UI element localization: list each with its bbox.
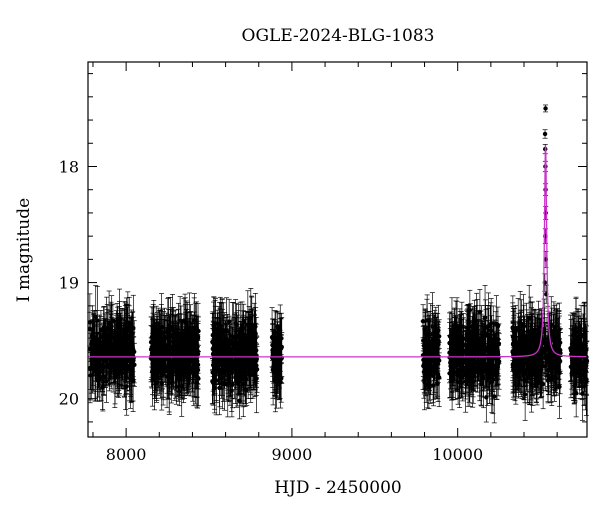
data-point bbox=[431, 367, 437, 372]
data-point bbox=[240, 371, 246, 377]
data-point bbox=[245, 333, 251, 338]
data-point bbox=[221, 356, 227, 362]
data-point bbox=[90, 342, 96, 347]
data-point bbox=[175, 339, 181, 345]
data-point bbox=[182, 368, 187, 374]
data-point bbox=[195, 351, 201, 357]
y-axis-label: I magnitude bbox=[14, 198, 34, 302]
data-point bbox=[166, 323, 171, 328]
data-point bbox=[232, 340, 237, 345]
data-point bbox=[278, 346, 283, 351]
data-point bbox=[213, 378, 219, 383]
data-point bbox=[105, 341, 110, 346]
data-point bbox=[426, 340, 431, 346]
data-point bbox=[172, 364, 178, 369]
data-point bbox=[422, 329, 428, 334]
data-point bbox=[424, 318, 430, 323]
data-points-layer bbox=[87, 104, 590, 424]
data-point bbox=[222, 381, 227, 386]
data-point bbox=[104, 346, 109, 351]
data-point bbox=[109, 350, 114, 356]
data-point bbox=[123, 359, 129, 364]
data-point bbox=[217, 321, 222, 326]
data-point bbox=[87, 320, 93, 325]
data-point bbox=[248, 337, 254, 342]
data-point bbox=[193, 367, 198, 373]
data-point bbox=[233, 321, 238, 326]
data-point bbox=[238, 349, 243, 354]
data-point bbox=[152, 327, 157, 332]
data-point bbox=[186, 347, 192, 353]
data-point bbox=[159, 367, 164, 373]
data-point bbox=[95, 363, 100, 369]
data-point bbox=[175, 351, 180, 357]
data-point bbox=[275, 351, 280, 356]
data-point bbox=[106, 332, 112, 338]
data-point bbox=[124, 342, 129, 347]
data-point bbox=[428, 332, 434, 337]
data-point bbox=[100, 364, 105, 369]
data-point bbox=[433, 348, 438, 353]
data-point bbox=[117, 333, 122, 338]
data-point bbox=[150, 347, 155, 352]
data-point bbox=[168, 328, 173, 333]
data-point bbox=[155, 330, 160, 335]
data-point bbox=[224, 363, 229, 368]
data-point bbox=[124, 384, 129, 389]
data-point bbox=[436, 334, 442, 339]
data-point bbox=[181, 361, 187, 367]
data-point bbox=[253, 324, 258, 329]
data-point bbox=[215, 337, 220, 342]
data-point bbox=[211, 380, 216, 386]
data-point bbox=[95, 318, 100, 323]
data-point bbox=[278, 376, 284, 381]
data-point bbox=[232, 347, 238, 352]
data-point bbox=[217, 360, 222, 365]
data-point bbox=[119, 338, 125, 343]
data-point bbox=[152, 375, 157, 380]
data-point bbox=[274, 374, 279, 379]
chart-title: OGLE-2024-BLG-1083 bbox=[242, 26, 435, 46]
data-point bbox=[150, 331, 156, 336]
data-point bbox=[130, 331, 135, 336]
data-point bbox=[101, 326, 106, 331]
data-point bbox=[434, 359, 440, 365]
data-point bbox=[236, 363, 241, 368]
data-point bbox=[107, 365, 112, 370]
data-point bbox=[229, 358, 235, 363]
x-axis-label: HJD - 2450000 bbox=[274, 478, 402, 498]
data-point bbox=[154, 350, 160, 356]
data-point bbox=[254, 358, 259, 363]
data-point bbox=[128, 361, 134, 366]
data-point bbox=[436, 375, 442, 380]
data-point bbox=[165, 351, 171, 356]
data-point bbox=[178, 368, 184, 373]
data-point bbox=[191, 347, 196, 353]
data-point bbox=[233, 335, 239, 340]
data-point bbox=[222, 342, 227, 347]
data-point bbox=[226, 347, 232, 353]
data-point bbox=[185, 343, 190, 348]
data-point bbox=[93, 314, 98, 320]
data-point bbox=[421, 363, 426, 369]
data-point bbox=[251, 372, 257, 378]
data-point bbox=[120, 351, 126, 357]
data-point bbox=[251, 344, 256, 349]
data-point bbox=[90, 334, 95, 339]
data-point bbox=[181, 318, 187, 323]
data-point bbox=[195, 375, 200, 380]
data-point bbox=[161, 340, 166, 345]
data-point bbox=[174, 384, 179, 389]
data-point bbox=[270, 347, 276, 352]
data-point bbox=[236, 341, 241, 346]
data-point bbox=[110, 318, 116, 324]
data-point bbox=[169, 364, 174, 370]
